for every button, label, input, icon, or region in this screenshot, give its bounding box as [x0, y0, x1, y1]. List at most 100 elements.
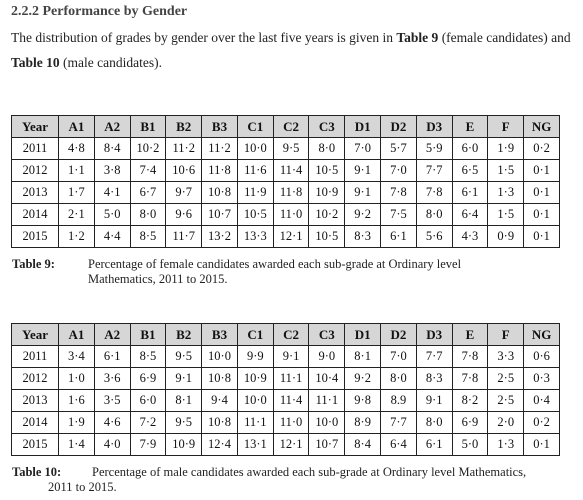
- value-cell: 6·1: [93, 345, 131, 368]
- value-cell: 6·1: [380, 225, 417, 248]
- value-cell: 8·5: [129, 225, 167, 248]
- value-cell: 0·1: [523, 433, 560, 456]
- table10-caption-line1: Percentage of male candidates awarded ea…: [92, 465, 527, 479]
- value-cell: 8·0: [415, 203, 453, 226]
- year-cell: 2011: [11, 137, 59, 160]
- value-cell: 9·1: [272, 345, 310, 368]
- value-cell: 9·6: [165, 203, 203, 226]
- value-cell: 10·8: [201, 411, 238, 434]
- value-cell: 9·5: [165, 411, 203, 434]
- value-cell: 9·0: [308, 345, 346, 368]
- table-row: 2015 1·2 4·4 8·5 11·7 13·2 13·3 12·1 10·5 8·3 6·1 5…: [11, 225, 560, 248]
- table-row: 2013 1·6 3·5 6·0 8·1 9·4 10·0 11·4 11·1 9·8 8.9 9·1…: [11, 389, 560, 412]
- value-cell: 2·5: [487, 389, 525, 412]
- value-cell: 0·1: [523, 203, 560, 226]
- value-cell: 9·2: [344, 367, 382, 390]
- column-header: F: [487, 323, 525, 346]
- value-cell: 10·0: [308, 411, 346, 434]
- year-cell: 2012: [11, 367, 59, 390]
- value-cell: 9·1: [165, 367, 203, 390]
- year-cell: 2014: [11, 411, 59, 434]
- value-cell: 1·6: [58, 389, 95, 412]
- value-cell: 10·9: [308, 181, 346, 204]
- column-header: NG: [523, 323, 560, 346]
- value-cell: 6·0: [129, 389, 167, 412]
- intro-table9-ref: Table 9: [396, 30, 439, 45]
- column-header: B2: [165, 115, 203, 138]
- value-cell: 8.9: [380, 389, 417, 412]
- column-header: C1: [236, 115, 274, 138]
- column-header: A1: [58, 115, 95, 138]
- value-cell: 10·2: [308, 203, 346, 226]
- value-cell: 1·3: [487, 433, 525, 456]
- column-header: C3: [308, 115, 346, 138]
- value-cell: 1·7: [58, 181, 95, 204]
- value-cell: 9·1: [344, 181, 382, 204]
- value-cell: 6·5: [451, 159, 489, 182]
- value-cell: 7·9: [129, 433, 167, 456]
- value-cell: 7·2: [129, 411, 167, 434]
- value-cell: 6·4: [451, 203, 489, 226]
- value-cell: 8·2: [451, 389, 489, 412]
- year-cell: 2012: [11, 159, 59, 182]
- value-cell: 4·3: [451, 225, 489, 248]
- value-cell: 3·6: [93, 367, 131, 390]
- value-cell: 8·1: [165, 389, 203, 412]
- value-cell: 9·7: [165, 181, 203, 204]
- value-cell: 3·8: [93, 159, 131, 182]
- value-cell: 7·8: [415, 181, 453, 204]
- value-cell: 7·4: [129, 159, 167, 182]
- column-header: C2: [272, 115, 310, 138]
- year-cell: 2015: [11, 225, 59, 248]
- value-cell: 0·1: [523, 225, 560, 248]
- value-cell: 4·8: [58, 137, 95, 160]
- value-cell: 10·0: [236, 389, 274, 412]
- value-cell: 7·8: [451, 367, 489, 390]
- table-row: 2014 2·1 5·0 8·0 9·6 10·7 10·5 11·0 10·2 9·2 7·5 8·…: [11, 203, 560, 226]
- column-header: A2: [93, 115, 131, 138]
- table9-caption: Table 9: Percentage of female candidates …: [12, 257, 572, 287]
- value-cell: 4·4: [93, 225, 131, 248]
- value-cell: 6·1: [451, 181, 489, 204]
- value-cell: 5·6: [415, 225, 453, 248]
- value-cell: 11·4: [272, 389, 310, 412]
- value-cell: 9·1: [344, 159, 382, 182]
- column-header: E: [451, 323, 489, 346]
- value-cell: 1·5: [487, 203, 525, 226]
- value-cell: 3·4: [58, 345, 95, 368]
- value-cell: 9·8: [344, 389, 382, 412]
- column-header: A2: [93, 323, 131, 346]
- value-cell: 11·2: [201, 137, 238, 160]
- table9-caption-label: Table 9:: [12, 257, 55, 271]
- table-row: 2012 1·1 3·8 7·4 10·6 11·8 11·6 11·4 10·5 9·1 7·0 7…: [11, 159, 560, 182]
- year-cell: 2013: [11, 181, 59, 204]
- value-cell: 7·7: [415, 159, 453, 182]
- table-row: 2012 1·0 3·6 6·9 9·1 10·8 10·9 11·1 10·4 9·2 8·0 8·…: [11, 367, 560, 390]
- female-grades-table: Year A1 A2 B1 B2 B3 C1 C2 C3 D1 D2 D3 E F NG 2011 4·8 8·…: [11, 115, 560, 248]
- value-cell: 10·0: [236, 137, 274, 160]
- value-cell: 7·8: [380, 181, 417, 204]
- column-header: C2: [272, 323, 310, 346]
- value-cell: 11·8: [272, 181, 310, 204]
- column-header: B1: [129, 323, 167, 346]
- column-header: C3: [308, 323, 346, 346]
- table-header-row: Year A1 A2 B1 B2 B3 C1 C2 C3 D1 D2 D3 E F NG: [11, 323, 560, 346]
- value-cell: 10·6: [165, 159, 203, 182]
- value-cell: 11·8: [201, 159, 238, 182]
- table-body: 2011 3·4 6·1 8·5 9·5 10·0 9·9 9·1 9·0 8·1 7·0 7·7 7·…: [11, 345, 560, 456]
- intro-text-after: (male candidates).: [59, 55, 162, 70]
- value-cell: 2·5: [487, 367, 525, 390]
- year-cell: 2011: [11, 345, 59, 368]
- value-cell: 2·1: [58, 203, 95, 226]
- value-cell: 6·1: [415, 433, 453, 456]
- table-row: 2014 1·9 4·6 7·2 9·5 10·8 11·1 11·0 10·0 8·9 7·7 8·…: [11, 411, 560, 434]
- table-header-row: Year A1 A2 B1 B2 B3 C1 C2 C3 D1 D2 D3 E F NG: [11, 115, 560, 138]
- column-header: Year: [11, 323, 59, 346]
- value-cell: 10·4: [308, 367, 346, 390]
- value-cell: 0·2: [523, 411, 560, 434]
- value-cell: 6·7: [129, 181, 167, 204]
- value-cell: 7·0: [380, 159, 417, 182]
- value-cell: 6·9: [129, 367, 167, 390]
- value-cell: 8·0: [415, 411, 453, 434]
- value-cell: 0·6: [523, 345, 560, 368]
